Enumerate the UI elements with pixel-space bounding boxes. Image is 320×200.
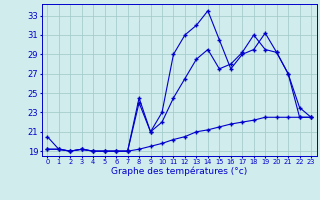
X-axis label: Graphe des températures (°c): Graphe des températures (°c) [111,167,247,176]
